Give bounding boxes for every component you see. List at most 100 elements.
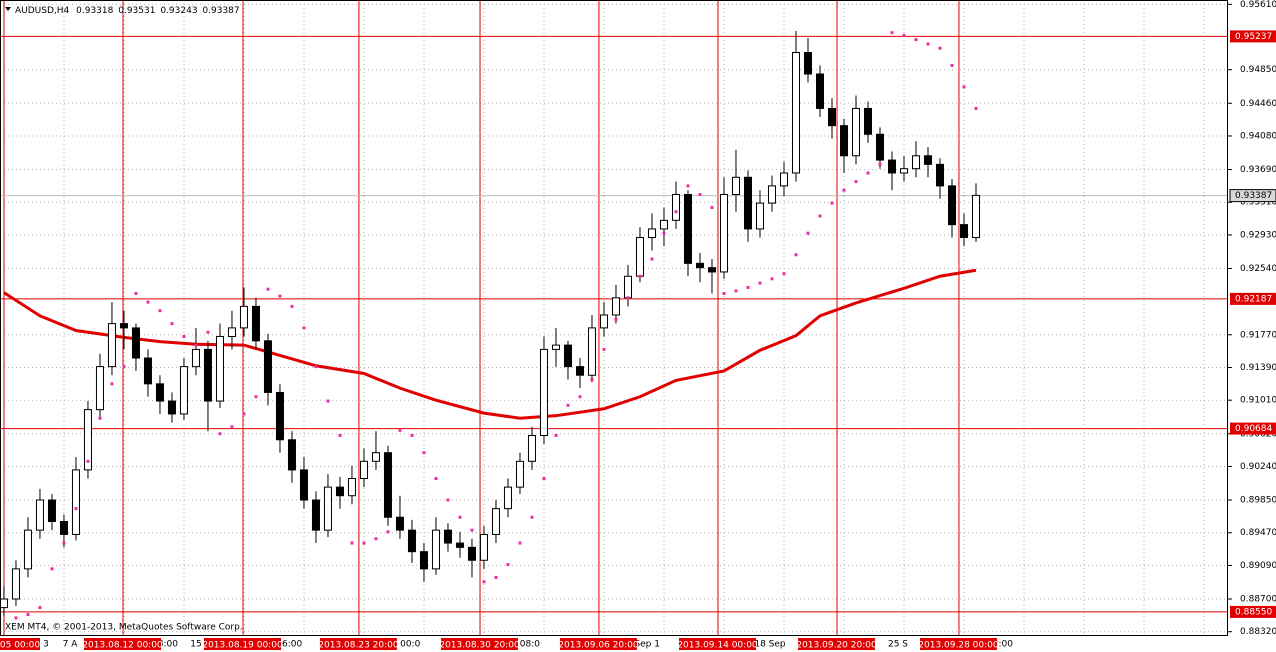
candle-body [155,383,164,402]
sar-dot [230,425,234,429]
candle-body [539,348,548,436]
candle-body [635,237,644,277]
sar-dot [254,395,258,399]
date-label-box [441,638,519,650]
candle-body [695,262,704,269]
date-label: 2013.08.19 00:00 [202,641,283,651]
x-tick-label: 10 Sep 1 [620,640,660,650]
menu-triangle [5,7,11,11]
candle-body [11,568,20,600]
sar-dot [650,257,654,261]
sar-dot [26,612,30,616]
x-tick-label: Sep 08:0 [500,640,540,650]
date-label-box [678,638,756,650]
sar-dot [734,289,738,293]
candle-body [935,163,944,187]
sar-dot [362,541,366,545]
sar-dot [206,330,210,334]
candle-body [887,159,896,174]
candle-body [923,155,932,165]
close-price: 0.93387 [202,6,239,16]
candle-body [275,391,284,441]
price-label: 0.93387 [1235,191,1272,201]
candle-body [611,297,620,316]
candle-body [947,185,956,226]
sar-dot [914,38,918,42]
sar-dot [542,477,546,481]
sar-dot [722,291,726,295]
sar-dot [482,580,486,584]
candle-body [455,542,464,548]
candle-body [71,469,80,535]
sar-dot [302,326,306,330]
y-tick-label: 0.93310 [1240,198,1276,208]
candle-body [851,107,860,157]
candle-body [59,521,68,535]
level-label: 0.88550 [1235,607,1272,617]
candle-body [719,194,728,273]
y-tick-label: 0.92930 [1240,230,1276,240]
y-tick-label: 0.90240 [1240,462,1276,472]
sar-dot [122,365,126,369]
candle-body [899,168,908,174]
candle-body [383,452,392,518]
y-tick-label: 0.95610 [1240,0,1276,10]
candle-body [515,460,524,488]
sar-dot [314,365,318,369]
y-tick-label: 0.89470 [1240,528,1276,538]
candle-body [359,460,368,480]
y-tick-label: 0.92540 [1240,264,1276,274]
x-tick-label: 15 [190,640,201,650]
sar-dot [758,281,762,285]
header: AUDUSD,H4 0.93318 0.93531 0.93243 0.9338… [15,6,240,16]
date-label-box [0,638,40,650]
low-price: 0.93243 [160,6,197,16]
candle-body [647,228,656,239]
sar-dot [434,477,438,481]
y-tick-label: 0.94080 [1240,131,1276,141]
sar-dot [458,515,462,519]
sar-dot [794,253,798,257]
date-label-box [559,638,637,650]
sar-dot [182,335,186,339]
level-label-box [1230,30,1276,43]
date-label-box [84,638,162,650]
sar-dot [134,291,138,295]
sar-dot [386,530,390,534]
sar-dot [878,162,882,166]
candle-body [671,194,680,221]
marks [0,30,1228,620]
candle-body [131,327,140,359]
candle-body [95,366,104,411]
sar-dot [398,428,402,432]
candle-body [191,348,200,368]
sar-dot [146,300,150,304]
sar-dot [614,317,618,321]
sar-dot [662,231,666,235]
candle-body [347,478,356,497]
candle-body [239,305,248,329]
y-tick-label: 0.89090 [1240,561,1276,571]
sar-dot [506,563,510,567]
candle-body [311,499,320,531]
date-label: 2013.08.23 20:00 [318,641,399,651]
sar-dot [806,231,810,235]
candle-body [251,305,260,342]
candle-body [335,486,344,497]
y-tick-label: 0.91010 [1240,396,1276,406]
candle-body [227,327,236,338]
moving-average [3,268,977,420]
sar-dot [410,433,414,437]
sar-dot [890,31,894,35]
sar-dot [194,343,198,347]
date-label-box [319,638,397,650]
level-label: 0.92187 [1235,294,1272,304]
candle-body [47,499,56,523]
level-label-box [1230,292,1276,305]
sar-dot [494,575,498,579]
candle-body [35,499,44,531]
candle-body [467,546,476,561]
sar-dot [446,498,450,502]
level-label: 0.95237 [1235,32,1272,42]
sar-dot [902,33,906,37]
